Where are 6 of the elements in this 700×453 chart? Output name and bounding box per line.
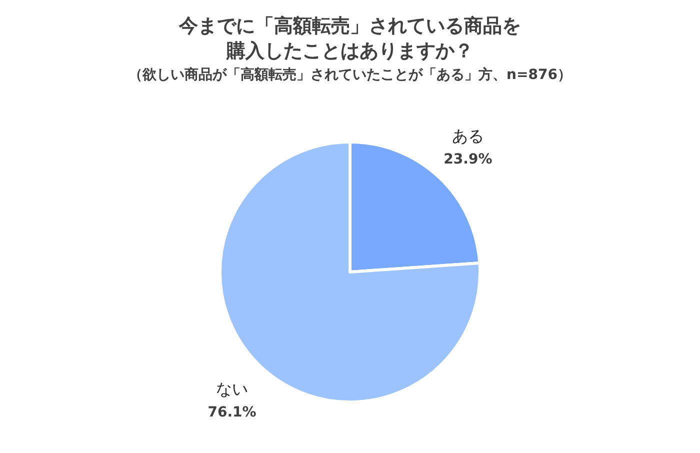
slice-label: ない: [216, 379, 248, 398]
slice-label: ある: [452, 126, 484, 146]
data-label: 76.1%: [208, 404, 256, 420]
data-label: 23.9%: [444, 152, 492, 168]
chart-subtitle: （欲しい商品が「高額転売」されていたことが「ある」方、n=876）: [128, 66, 572, 84]
chart-title: 今までに「高額転売」されている商品を購入したことはありますか？: [178, 14, 522, 64]
